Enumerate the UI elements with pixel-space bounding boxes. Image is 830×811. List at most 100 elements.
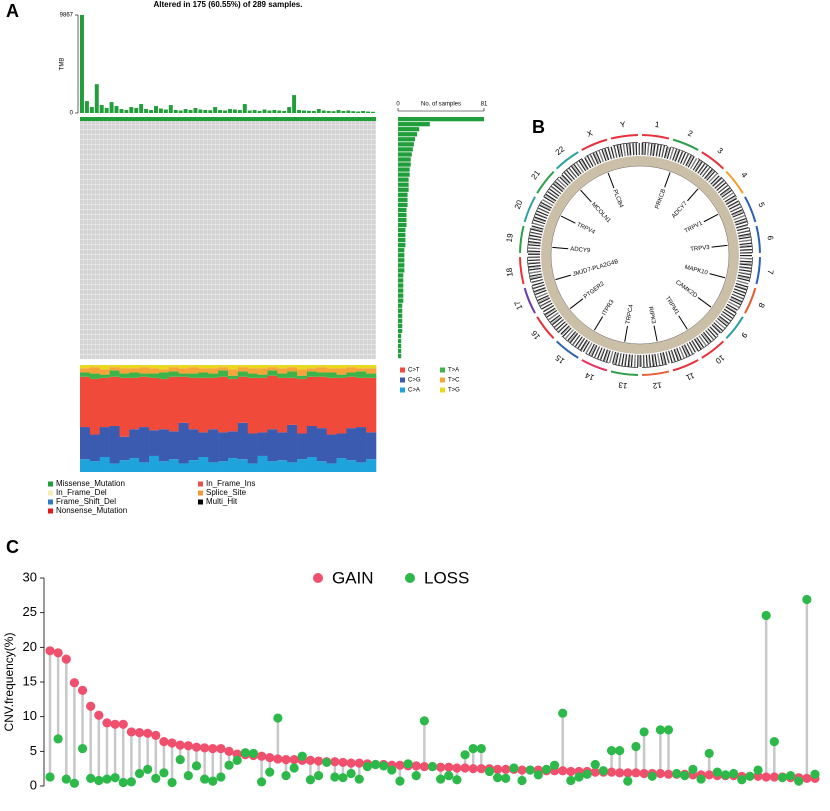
bar bbox=[398, 142, 414, 147]
x-tick-label: 0 bbox=[396, 102, 400, 108]
legend-label: In_Frame_Ins bbox=[206, 479, 255, 488]
chromosome-label: Y bbox=[620, 120, 627, 130]
stack-bar bbox=[297, 369, 308, 376]
ideogram-ring bbox=[528, 143, 752, 367]
bar bbox=[398, 137, 415, 142]
bar bbox=[129, 107, 134, 113]
dot bbox=[810, 769, 820, 779]
dot bbox=[126, 777, 136, 787]
bar bbox=[398, 278, 404, 283]
stack-bar bbox=[346, 428, 357, 461]
dot bbox=[468, 764, 478, 774]
chromosome-label: 9 bbox=[739, 330, 749, 339]
stack-bar bbox=[89, 434, 101, 462]
y-tick-label: 10 bbox=[23, 708, 37, 723]
chromosome-outline bbox=[561, 158, 583, 175]
dot bbox=[183, 771, 193, 781]
stack-bar bbox=[218, 461, 229, 472]
bar bbox=[398, 323, 403, 328]
dot bbox=[395, 760, 405, 770]
dot bbox=[281, 755, 291, 765]
chromosome-label: 11 bbox=[684, 371, 696, 383]
stack-bar bbox=[366, 377, 377, 433]
bar bbox=[398, 263, 405, 268]
dot bbox=[436, 774, 446, 784]
stack-bar bbox=[267, 461, 278, 472]
bar bbox=[188, 110, 193, 113]
dot bbox=[224, 760, 234, 770]
stack-bar bbox=[99, 369, 110, 375]
bar bbox=[99, 105, 104, 113]
bar bbox=[104, 108, 109, 113]
link-line bbox=[709, 273, 726, 279]
bar bbox=[398, 258, 405, 263]
dot bbox=[216, 743, 226, 754]
legend-swatch bbox=[48, 508, 53, 514]
stack-bar bbox=[356, 371, 367, 378]
dot bbox=[216, 772, 226, 782]
link-line bbox=[624, 325, 628, 342]
chromosome-arc bbox=[672, 138, 699, 151]
dot bbox=[143, 764, 153, 774]
stack-bar bbox=[119, 460, 130, 472]
stack-bar bbox=[287, 367, 298, 372]
dot bbox=[688, 764, 698, 774]
bar bbox=[228, 109, 232, 113]
stack-bar bbox=[237, 376, 249, 423]
chromosome-label: 5 bbox=[756, 201, 766, 209]
bar bbox=[173, 110, 178, 113]
bar bbox=[398, 202, 408, 207]
stack-bar bbox=[277, 377, 288, 433]
stack-bar bbox=[119, 377, 130, 437]
bar bbox=[262, 109, 267, 113]
dot bbox=[200, 743, 210, 753]
dot bbox=[606, 746, 617, 756]
dot bbox=[460, 763, 470, 773]
stack-bar bbox=[346, 365, 357, 368]
legend-label: Nonsense_Mutation bbox=[56, 506, 127, 515]
dot bbox=[143, 728, 153, 738]
legend-label: T>A bbox=[448, 368, 459, 374]
bar bbox=[94, 84, 99, 113]
stack-bar bbox=[247, 433, 258, 464]
stack-bar bbox=[306, 376, 318, 426]
dot bbox=[273, 713, 283, 723]
stack-bar bbox=[277, 373, 288, 378]
stack-bar bbox=[346, 376, 357, 429]
bar bbox=[139, 104, 144, 113]
chromosome-outline bbox=[531, 285, 542, 310]
chromosome-outline bbox=[527, 227, 532, 254]
dot bbox=[159, 768, 169, 778]
stack-bar bbox=[366, 459, 377, 472]
dot bbox=[712, 767, 722, 777]
dot bbox=[794, 776, 804, 786]
stack-bar bbox=[267, 375, 278, 430]
stack-bar bbox=[316, 461, 327, 472]
chromosome-arc bbox=[755, 257, 761, 285]
stack-bar bbox=[178, 422, 189, 464]
bar bbox=[114, 106, 119, 113]
dot bbox=[590, 767, 600, 777]
bar bbox=[247, 110, 252, 113]
dot bbox=[419, 716, 429, 726]
stack-bar bbox=[158, 378, 170, 430]
dot bbox=[615, 746, 625, 756]
dot bbox=[289, 755, 299, 765]
chromosome-outline bbox=[720, 312, 737, 334]
chromosome-arc bbox=[536, 170, 555, 194]
chromosome-arc bbox=[555, 340, 579, 359]
chromosome-label: 3 bbox=[715, 146, 724, 156]
dot bbox=[248, 748, 259, 759]
dot bbox=[436, 762, 446, 772]
dot bbox=[69, 778, 80, 788]
dot bbox=[191, 761, 202, 771]
bar bbox=[398, 222, 407, 228]
dot bbox=[256, 777, 267, 787]
dot bbox=[61, 774, 71, 784]
bar bbox=[336, 110, 341, 113]
bar bbox=[398, 333, 402, 339]
dot bbox=[549, 760, 560, 770]
chromosome-label: 20 bbox=[513, 198, 525, 210]
stack-bar bbox=[119, 365, 130, 369]
chromosome-arc bbox=[610, 370, 638, 376]
